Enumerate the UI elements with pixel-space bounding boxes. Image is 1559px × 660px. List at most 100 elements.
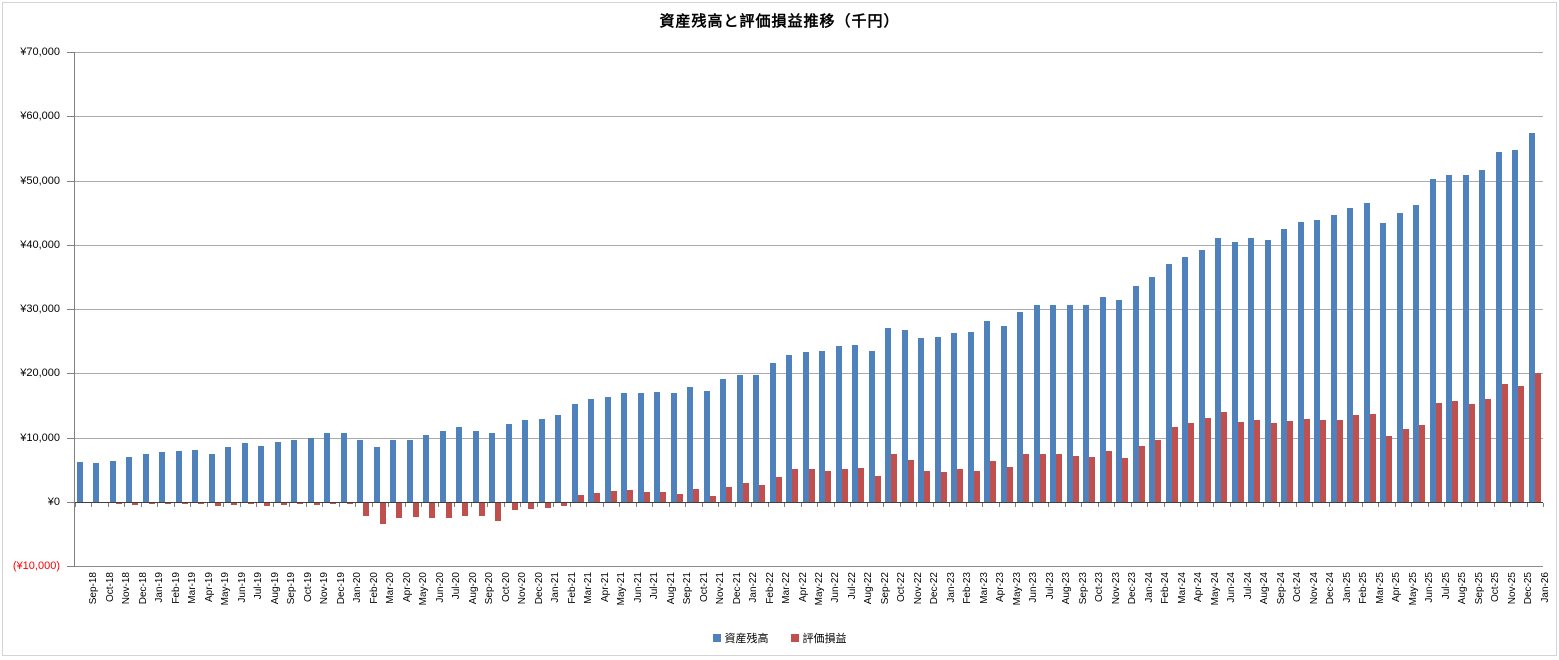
x-axis-tick-label: Oct-24: [1292, 572, 1304, 603]
bar-valuation-pnl: [247, 503, 254, 504]
bar-valuation-pnl: [775, 476, 782, 502]
x-axis-tick: [140, 503, 142, 507]
x-axis-tick: [586, 503, 588, 507]
bar-asset-balance: [373, 447, 380, 502]
x-axis-tick: [1246, 503, 1248, 507]
x-axis-tick-label: Oct-19: [302, 572, 314, 603]
bar-asset-balance: [1281, 228, 1288, 502]
legend-swatch-valuation-pnl: [790, 634, 799, 642]
x-axis-tick-label: Dec-21: [731, 572, 743, 605]
bar-valuation-pnl: [561, 503, 568, 507]
bar-asset-balance: [1396, 213, 1403, 502]
x-axis-tick: [1048, 503, 1050, 507]
bar-asset-balance: [192, 449, 199, 502]
bar-asset-balance: [736, 374, 743, 502]
x-axis-tick-label: Aug-23: [1061, 572, 1073, 605]
x-axis-tick: [932, 503, 934, 507]
bar-valuation-pnl: [792, 469, 799, 502]
x-axis-tick-label: Jun-23: [1028, 572, 1040, 603]
x-axis-tick: [239, 503, 241, 507]
bar-asset-balance: [1099, 296, 1106, 502]
bar-valuation-pnl: [709, 495, 716, 502]
x-axis-tick-label: Oct-22: [896, 572, 908, 603]
bar-asset-balance: [1512, 149, 1518, 502]
x-axis-tick-label: Mar-21: [583, 572, 595, 604]
bar-asset-balance: [1495, 152, 1502, 502]
x-axis-tick: [305, 503, 307, 507]
gridline: [75, 566, 1543, 568]
x-axis-tick: [107, 503, 109, 507]
bar-valuation-pnl: [808, 468, 815, 502]
bar-valuation-pnl: [379, 503, 386, 525]
x-axis-tick: [1361, 503, 1363, 507]
bar-asset-balance: [951, 332, 958, 502]
x-axis-tick-label: Dec-18: [137, 572, 149, 605]
bar-valuation-pnl: [1171, 427, 1178, 502]
x-axis-tick: [470, 503, 472, 507]
bar-valuation-pnl: [693, 489, 700, 502]
bar-valuation-pnl: [1287, 421, 1294, 502]
bar-asset-balance: [274, 442, 281, 502]
x-axis-tick-label: Mar-23: [978, 572, 990, 604]
x-axis-tick-label: Aug-21: [665, 572, 677, 605]
legend: 資産残高 評価損益: [0, 630, 1559, 646]
bar-asset-balance: [1165, 264, 1172, 502]
bar-asset-balance: [934, 337, 941, 502]
x-axis-tick: [1031, 503, 1033, 507]
bar-asset-balance: [423, 435, 430, 502]
bar-valuation-pnl: [1336, 420, 1343, 502]
bar-asset-balance: [439, 431, 446, 502]
x-axis-tick-label: May-24: [1209, 572, 1221, 606]
bar-asset-balance: [819, 350, 826, 502]
x-axis-tick: [602, 503, 604, 507]
x-axis-tick-label: Mar-20: [385, 572, 397, 604]
x-axis-tick: [800, 503, 802, 507]
x-axis-tick: [1526, 503, 1528, 507]
bar-asset-balance: [1017, 311, 1024, 502]
bar-asset-balance: [142, 453, 149, 502]
bar-asset-balance: [852, 344, 859, 502]
x-axis-tick: [371, 503, 373, 507]
bar-asset-balance: [637, 393, 644, 502]
y-axis-tick: [67, 244, 74, 246]
x-axis-tick: [784, 503, 786, 507]
x-axis-tick-label: Dec-20: [533, 572, 545, 605]
bar-asset-balance: [687, 386, 694, 502]
x-axis-tick: [685, 503, 687, 507]
x-axis-tick: [1378, 503, 1380, 507]
x-axis-tick: [866, 503, 868, 507]
bar-valuation-pnl: [1237, 422, 1244, 502]
gridline: [75, 244, 1543, 246]
x-axis-tick-label: Sep-22: [879, 572, 891, 605]
x-axis-tick: [701, 503, 703, 507]
x-axis-tick: [1015, 503, 1017, 507]
x-axis-tick: [965, 503, 967, 507]
x-axis-tick: [916, 503, 918, 507]
y-axis-tick: [67, 437, 74, 439]
x-axis-tick: [91, 503, 93, 507]
y-axis-tick-label: ¥10,000: [20, 431, 60, 444]
x-axis-tick-label: Feb-23: [962, 572, 974, 604]
x-axis-tick-label: May-20: [418, 572, 430, 606]
bar-asset-balance: [571, 403, 578, 502]
gridline: [75, 373, 1543, 375]
y-axis-tick-label: ¥70,000: [20, 46, 60, 58]
bar-asset-balance: [1083, 305, 1090, 502]
bar-asset-balance: [357, 440, 364, 502]
x-axis-tick-label: Dec-24: [1325, 572, 1337, 605]
x-axis-tick: [1279, 503, 1281, 507]
bar-asset-balance: [77, 462, 83, 502]
plot-area: [67, 52, 1544, 568]
x-axis-tick-label: Aug-25: [1457, 572, 1469, 605]
x-axis-tick: [1345, 503, 1347, 507]
x-axis-tick: [536, 503, 538, 507]
bar-asset-balance: [1182, 257, 1189, 502]
bar-valuation-pnl: [544, 503, 551, 509]
x-axis-tick-label: Sep-21: [682, 572, 694, 605]
x-axis-tick-label: Feb-21: [566, 572, 578, 604]
x-axis-tick: [437, 503, 439, 507]
bar-asset-balance: [1314, 219, 1321, 502]
bar-valuation-pnl: [132, 503, 139, 506]
x-axis-tick-label: Nov-20: [517, 572, 529, 605]
x-axis-tick-label: Jan-20: [352, 572, 364, 603]
